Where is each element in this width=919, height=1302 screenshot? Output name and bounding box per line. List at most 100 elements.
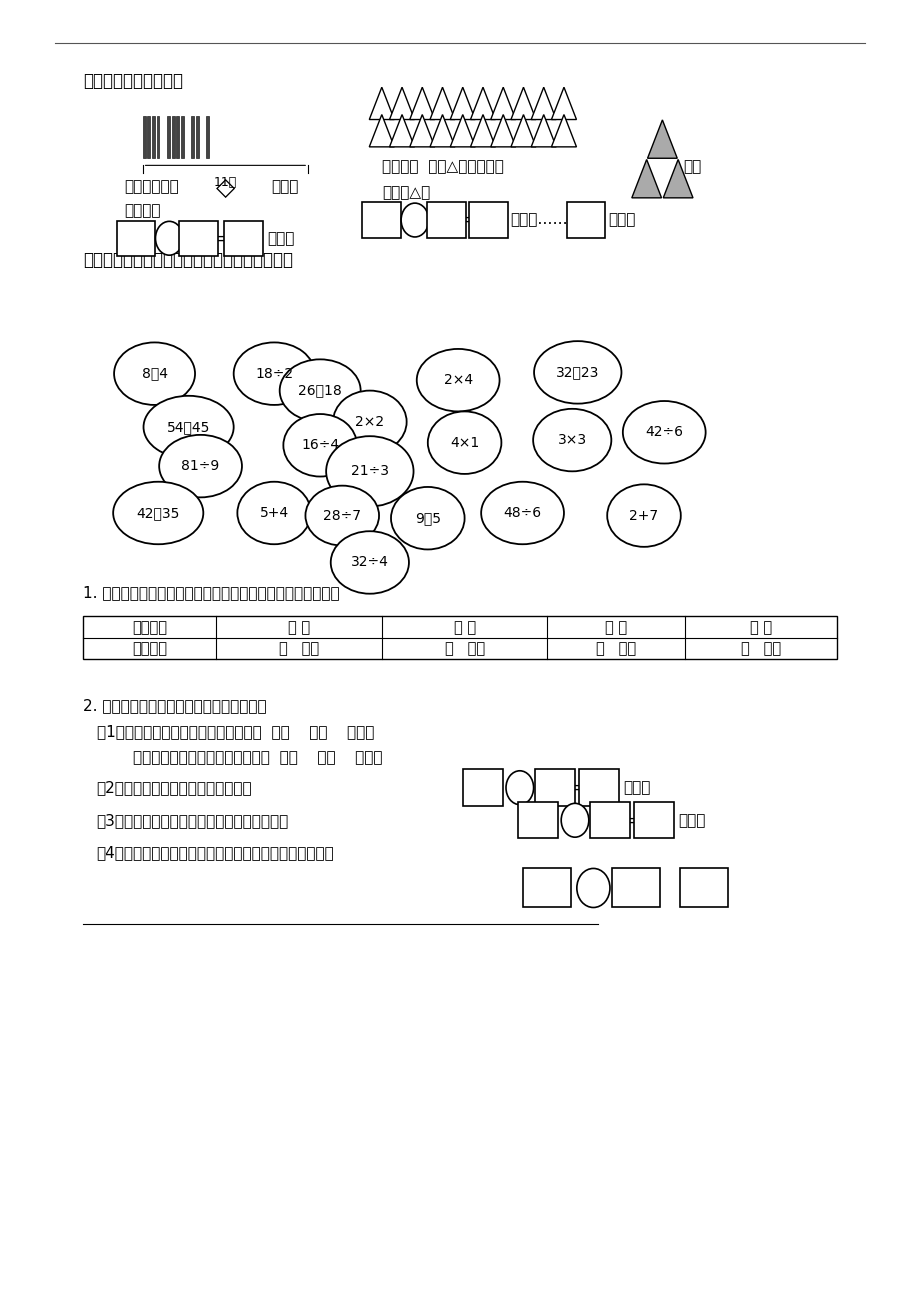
Text: 减 法: 减 法 — [453, 620, 475, 635]
FancyBboxPatch shape — [172, 116, 175, 158]
Text: （   ）道: （ ）道 — [278, 641, 319, 656]
Text: ，可以: ，可以 — [271, 178, 299, 194]
Ellipse shape — [576, 868, 609, 907]
Ellipse shape — [391, 487, 464, 549]
Ellipse shape — [279, 359, 360, 422]
FancyBboxPatch shape — [523, 868, 571, 907]
Text: 42－35: 42－35 — [136, 506, 180, 519]
FancyBboxPatch shape — [224, 221, 263, 255]
Polygon shape — [389, 87, 414, 120]
Ellipse shape — [143, 396, 233, 458]
Text: 3×3: 3×3 — [557, 434, 586, 447]
Text: 81÷9: 81÷9 — [181, 460, 220, 473]
Text: 8－4: 8－4 — [142, 367, 167, 380]
Ellipse shape — [427, 411, 501, 474]
Text: 题目数量: 题目数量 — [131, 641, 167, 656]
Text: 除 法: 除 法 — [749, 620, 772, 635]
Text: 26－18: 26－18 — [298, 384, 342, 397]
Ellipse shape — [114, 342, 195, 405]
Ellipse shape — [533, 341, 621, 404]
Ellipse shape — [155, 221, 183, 255]
FancyBboxPatch shape — [426, 202, 465, 237]
Text: 哪种运算的题目数量最少？【加法  减法    乘法    除法】: 哪种运算的题目数量最少？【加法 减法 乘法 除法】 — [133, 750, 382, 766]
FancyBboxPatch shape — [142, 116, 145, 158]
Text: 五、想一想，算一算。: 五、想一想，算一算。 — [83, 72, 183, 90]
Ellipse shape — [237, 482, 311, 544]
Ellipse shape — [233, 342, 314, 405]
Text: （   ）道: （ ）道 — [741, 641, 780, 656]
FancyBboxPatch shape — [117, 221, 155, 255]
Text: 54－45: 54－45 — [166, 421, 210, 434]
Text: 2×2: 2×2 — [355, 415, 384, 428]
Ellipse shape — [416, 349, 499, 411]
Polygon shape — [530, 115, 556, 147]
FancyBboxPatch shape — [176, 116, 179, 158]
FancyBboxPatch shape — [181, 116, 184, 158]
Text: 28÷7: 28÷7 — [323, 509, 361, 522]
FancyBboxPatch shape — [83, 617, 836, 659]
Text: 21÷3: 21÷3 — [350, 465, 389, 478]
Text: 图中有（  ）个△，可摆几个: 图中有（ ）个△，可摆几个 — [381, 159, 503, 174]
Polygon shape — [409, 87, 435, 120]
Text: 2+7: 2+7 — [629, 509, 658, 522]
Ellipse shape — [331, 531, 409, 594]
Ellipse shape — [481, 482, 563, 544]
Polygon shape — [647, 120, 676, 159]
FancyBboxPatch shape — [152, 116, 154, 158]
Ellipse shape — [505, 771, 533, 805]
Polygon shape — [409, 115, 435, 147]
FancyBboxPatch shape — [517, 802, 558, 838]
FancyBboxPatch shape — [469, 202, 507, 237]
FancyBboxPatch shape — [679, 868, 727, 907]
Text: （个）: （个） — [267, 230, 294, 246]
Ellipse shape — [533, 409, 611, 471]
Ellipse shape — [283, 414, 357, 477]
FancyBboxPatch shape — [191, 116, 194, 158]
Text: ◇: ◇ — [216, 176, 234, 199]
Ellipse shape — [401, 203, 428, 237]
Text: （3）减法题目数量是加法题目数量的多少倍？: （3）减法题目数量是加法题目数量的多少倍？ — [96, 812, 289, 828]
FancyBboxPatch shape — [206, 116, 210, 158]
Ellipse shape — [607, 484, 680, 547]
FancyBboxPatch shape — [589, 802, 630, 838]
Text: （1）哪种运算的题目数量最多？【加法  减法    乘法    除法】: （1）哪种运算的题目数量最多？【加法 减法 乘法 除法】 — [96, 724, 373, 740]
Polygon shape — [470, 87, 495, 120]
Text: 42÷6: 42÷6 — [644, 426, 683, 439]
FancyBboxPatch shape — [566, 202, 605, 237]
Polygon shape — [429, 87, 455, 120]
Text: 运算类型: 运算类型 — [131, 620, 167, 635]
FancyBboxPatch shape — [578, 769, 618, 806]
Text: 9－5: 9－5 — [414, 512, 440, 525]
Text: ，还: ，还 — [683, 159, 701, 174]
FancyBboxPatch shape — [156, 116, 159, 158]
Text: =: = — [460, 211, 475, 229]
Text: 六、运用你学过的知识，按要求完成下面各题。: 六、运用你学过的知识，按要求完成下面各题。 — [83, 251, 292, 270]
FancyBboxPatch shape — [633, 802, 674, 838]
Polygon shape — [369, 115, 394, 147]
Text: （个）……: （个）…… — [510, 212, 568, 228]
Polygon shape — [550, 87, 576, 120]
Text: （2）乘法题和除法题一共有多少道？: （2）乘法题和除法题一共有多少道？ — [96, 780, 252, 796]
Text: 32－23: 32－23 — [555, 366, 599, 379]
Text: （4）你还能提出一个与上面不同的数学问题，并解答吗？: （4）你还能提出一个与上面不同的数学问题，并解答吗？ — [96, 845, 334, 861]
Text: （道）: （道） — [622, 780, 650, 796]
FancyBboxPatch shape — [196, 116, 199, 158]
FancyBboxPatch shape — [147, 116, 150, 158]
Ellipse shape — [622, 401, 705, 464]
Ellipse shape — [305, 486, 379, 546]
Polygon shape — [389, 115, 414, 147]
Text: 2×4: 2×4 — [443, 374, 472, 387]
FancyBboxPatch shape — [611, 868, 659, 907]
Polygon shape — [631, 159, 661, 198]
Text: （   ）道: （ ）道 — [444, 641, 484, 656]
Polygon shape — [369, 87, 394, 120]
Text: 剩几个△？: 剩几个△？ — [381, 185, 429, 201]
Text: （   ）道: （ ）道 — [596, 641, 636, 656]
Text: 32÷4: 32÷4 — [350, 556, 389, 569]
Text: =: = — [215, 229, 230, 247]
Polygon shape — [510, 115, 536, 147]
Polygon shape — [470, 115, 495, 147]
Polygon shape — [490, 115, 516, 147]
Ellipse shape — [113, 482, 203, 544]
Polygon shape — [449, 115, 475, 147]
